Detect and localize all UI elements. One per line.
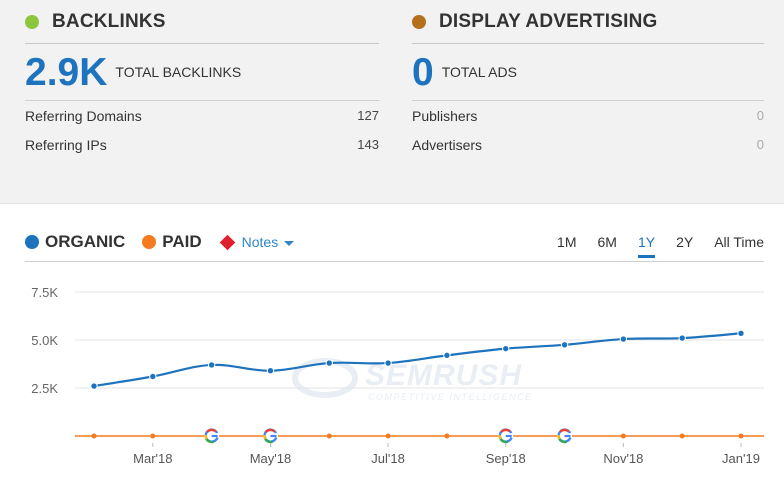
publishers-value: 0 bbox=[756, 108, 764, 123]
legend-organic-label: ORGANIC bbox=[45, 232, 126, 251]
organic-point bbox=[678, 334, 686, 342]
x-tick-label: May'18 bbox=[250, 451, 292, 466]
x-tick-label: Jan'19 bbox=[722, 451, 760, 466]
paid-point bbox=[326, 433, 332, 439]
google-icon-arc-red bbox=[265, 428, 276, 433]
display-advertising-panel: DISPLAY ADVERTISING 0 TOTAL ADS Publishe… bbox=[412, 0, 764, 159]
organic-point bbox=[560, 341, 569, 349]
chart-legend: ORGANIC PAID Notes bbox=[25, 228, 311, 256]
total-ads-value[interactable]: 0 bbox=[412, 50, 434, 94]
notes-label: Notes bbox=[241, 234, 279, 250]
backlinks-total-value[interactable]: 2.9K bbox=[25, 50, 108, 94]
backlinks-total-label: TOTAL BACKLINKS bbox=[115, 64, 242, 80]
organic-point bbox=[266, 367, 275, 375]
paid-point bbox=[385, 433, 391, 439]
backlinks-title[interactable]: BACKLINKS bbox=[52, 10, 166, 32]
backlinks-header: BACKLINKS bbox=[25, 0, 379, 44]
organic-point bbox=[619, 335, 628, 343]
backlinks-dot-icon bbox=[25, 14, 39, 29]
legend-paid[interactable]: PAID bbox=[142, 232, 202, 252]
advertisers-row[interactable]: Advertisers 0 bbox=[412, 130, 764, 159]
organic-point bbox=[149, 372, 157, 381]
watermark-tagline: COMPETITIVE INTELLIGENCE bbox=[368, 392, 533, 402]
referring-domains-label: Referring Domains bbox=[25, 107, 142, 124]
google-icon bbox=[262, 428, 278, 444]
google-icon-arc-red bbox=[206, 428, 217, 433]
backlinks-panel: BACKLINKS 2.9K TOTAL BACKLINKS Referring… bbox=[25, 0, 379, 159]
period-1y[interactable]: 1Y bbox=[637, 234, 656, 258]
organic-series-line bbox=[93, 332, 742, 388]
paid-point bbox=[150, 433, 156, 439]
period-selector: 1M 6M 1Y 2Y All Time bbox=[536, 234, 764, 258]
notes-diamond-icon bbox=[219, 234, 235, 250]
paid-point bbox=[444, 433, 450, 439]
y-tick-label: 5.0K bbox=[31, 333, 58, 348]
google-icon-arc-red bbox=[559, 428, 570, 433]
legend-organic[interactable]: ORGANIC bbox=[25, 232, 125, 252]
x-tick-label: Sep'18 bbox=[486, 451, 526, 466]
period-1m[interactable]: 1M bbox=[557, 234, 577, 250]
legend-notes[interactable]: Notes bbox=[219, 234, 295, 250]
period-all-time[interactable]: All Time bbox=[714, 234, 764, 250]
x-tick-label: Jul'18 bbox=[371, 451, 405, 466]
organic-point bbox=[384, 359, 392, 367]
chart-header-divider bbox=[25, 261, 764, 262]
y-tick-label: 7.5K bbox=[31, 285, 58, 300]
google-icon-arc-green bbox=[264, 438, 273, 444]
y-tick-label: 2.5K bbox=[31, 381, 58, 396]
google-icon-arc-yellow bbox=[557, 434, 561, 440]
referring-ips-value[interactable]: 143 bbox=[357, 137, 379, 152]
period-6m[interactable]: 6M bbox=[597, 234, 617, 250]
advertisers-label: Advertisers bbox=[412, 136, 483, 153]
paid-dot-icon bbox=[142, 235, 157, 249]
publishers-label: Publishers bbox=[412, 107, 478, 124]
referring-domains-row[interactable]: Referring Domains 127 bbox=[25, 101, 379, 130]
organic-point bbox=[502, 344, 510, 353]
x-tick-label: Mar'18 bbox=[133, 451, 172, 466]
organic-point bbox=[325, 359, 333, 367]
display-advertising-title[interactable]: DISPLAY ADVERTISING bbox=[439, 10, 658, 32]
paid-point bbox=[679, 433, 685, 439]
organic-point bbox=[90, 382, 98, 390]
referring-domains-value[interactable]: 127 bbox=[357, 108, 379, 123]
organic-point bbox=[737, 329, 745, 337]
backlinks-total-row: 2.9K TOTAL BACKLINKS bbox=[25, 44, 379, 101]
display-ads-total-row: 0 TOTAL ADS bbox=[412, 44, 764, 101]
display-advertising-dot-icon bbox=[412, 14, 426, 29]
overview-top-section: BACKLINKS 2.9K TOTAL BACKLINKS Referring… bbox=[0, 0, 784, 204]
semrush-logo-icon bbox=[292, 358, 358, 398]
google-icon-arc-yellow bbox=[263, 434, 267, 440]
google-icon bbox=[498, 428, 514, 444]
google-icon-arc-yellow bbox=[498, 434, 502, 440]
referring-ips-row[interactable]: Referring IPs 143 bbox=[25, 130, 379, 159]
paid-point bbox=[738, 433, 744, 439]
period-2y[interactable]: 2Y bbox=[676, 234, 694, 250]
display-advertising-header: DISPLAY ADVERTISING bbox=[412, 0, 764, 44]
google-icon-arc-red bbox=[500, 428, 511, 433]
notes-dropdown[interactable]: Notes bbox=[242, 234, 295, 250]
total-ads-label: TOTAL ADS bbox=[441, 64, 517, 80]
google-icon bbox=[204, 428, 220, 444]
publishers-row[interactable]: Publishers 0 bbox=[412, 101, 764, 130]
organic-point bbox=[207, 361, 216, 369]
advertisers-value: 0 bbox=[756, 137, 764, 152]
referring-ips-label: Referring IPs bbox=[25, 136, 107, 153]
google-icon bbox=[557, 428, 573, 444]
google-icon-arc-yellow bbox=[204, 434, 208, 440]
x-tick-label: Nov'18 bbox=[603, 451, 643, 466]
legend-paid-label: PAID bbox=[162, 232, 202, 251]
paid-point bbox=[620, 433, 626, 439]
google-icon-arc-green bbox=[205, 438, 215, 444]
caret-down-icon bbox=[284, 240, 295, 246]
organic-dot-icon bbox=[25, 235, 39, 249]
organic-point bbox=[443, 351, 451, 360]
paid-point bbox=[91, 433, 97, 439]
google-icon-arc-green bbox=[499, 438, 509, 444]
google-icon-arc-green bbox=[558, 438, 567, 444]
